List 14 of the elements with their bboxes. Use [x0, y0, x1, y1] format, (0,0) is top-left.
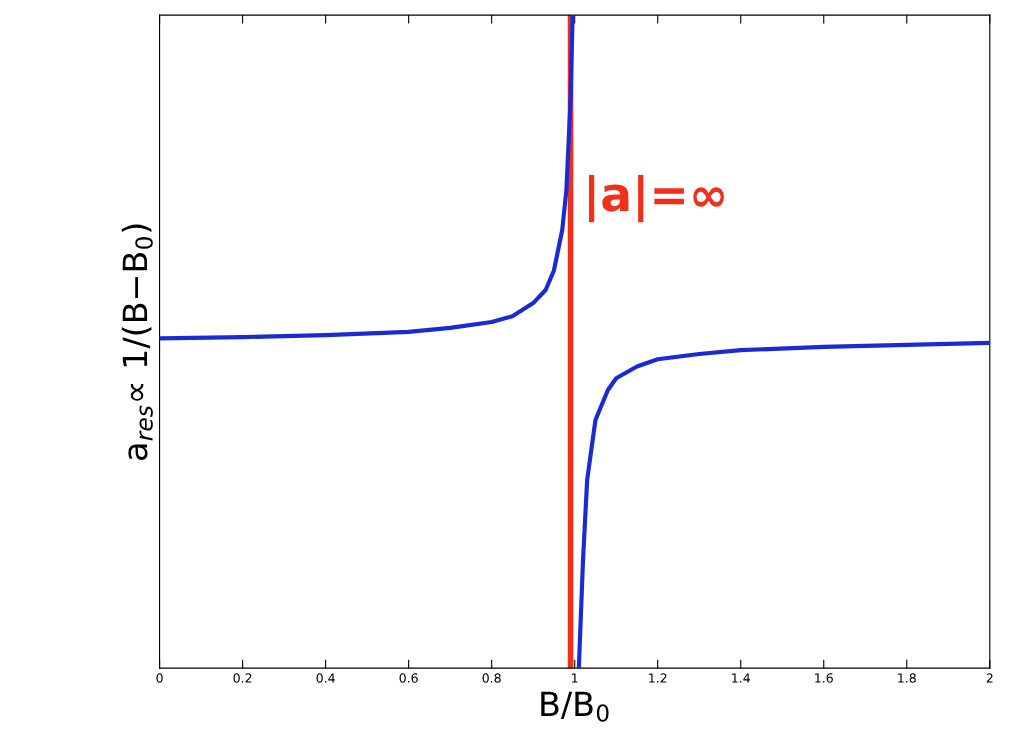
x-tick-label: 0.2 [233, 673, 252, 683]
x-tick-label: 1 [572, 673, 578, 683]
x-tick-label: 2 [986, 673, 993, 683]
x-axis-title: B/B$_{0}$ [541, 691, 609, 722]
x-tick-label: 1.4 [732, 673, 750, 683]
x-tick-label: 0 [156, 673, 163, 683]
x-tick-label: 0.4 [316, 673, 335, 683]
y-axis-title: a$_{res}$∝ 1/(B−B$_{0}$) [121, 224, 153, 460]
x-tick-label: 1.6 [815, 673, 833, 683]
x-tick-label: 1.8 [898, 673, 916, 683]
x-tick-label: 1.2 [649, 673, 667, 683]
x-tick-label: 0.6 [399, 673, 418, 683]
ref-line-label: |a|=∞ [588, 174, 724, 223]
x-tick-label: 0.8 [482, 673, 501, 683]
